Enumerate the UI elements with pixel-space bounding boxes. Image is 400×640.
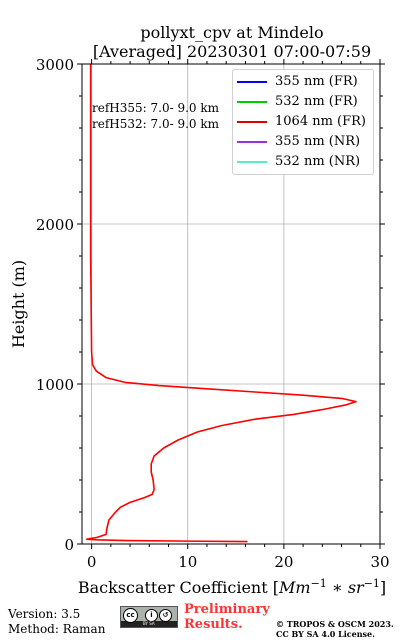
copyright-line-2: CC BY SA 4.0 License. — [276, 629, 375, 639]
plot-frame — [81, 63, 381, 545]
by-attribution-icon: i — [145, 609, 158, 622]
legend-swatch-1064-fr — [237, 121, 267, 123]
tick-labels: 0 10 20 30 0 1000 2000 3000 — [36, 56, 390, 571]
legend-entry: 355 nm (FR) — [233, 72, 373, 92]
preliminary-results-notice: Preliminary Results. — [184, 602, 270, 632]
series-layer — [86, 64, 357, 543]
legend-entry: 1064 nm (FR) — [233, 112, 373, 132]
share-alike-icon: ↺ — [159, 609, 172, 622]
legend-label: 355 nm (NR) — [275, 134, 361, 149]
legend-entry: 355 nm (NR) — [233, 132, 373, 152]
preliminary-line-2: Results. — [184, 617, 243, 632]
method-text: Method: Raman — [8, 622, 106, 636]
legend-swatch-355-fr — [237, 81, 267, 83]
copyright-notice: © TROPOS & OSCM 2023. CC BY SA 4.0 Licen… — [276, 619, 394, 639]
x-tick-label: 20 — [274, 553, 293, 571]
x-tick-label: 30 — [370, 553, 389, 571]
legend-swatch-532-fr — [237, 101, 267, 103]
legend-label: 355 nm (FR) — [275, 74, 358, 89]
legend-label: 532 nm (FR) — [275, 94, 358, 109]
copyright-line-1: © TROPOS & OSCM 2023. — [276, 619, 394, 629]
legend: 355 nm (FR) 532 nm (FR) 1064 nm (FR) 355… — [232, 69, 374, 175]
y-tick-label: 3000 — [36, 56, 74, 74]
y-tick-label: 0 — [64, 536, 74, 554]
y-tick-label: 2000 — [36, 216, 74, 234]
legend-entry: 532 nm (FR) — [233, 92, 373, 112]
chart-title: pollyxt_cpv at Mindelo — [140, 23, 324, 42]
reference-height-532: refH532: 7.0- 9.0 km — [92, 117, 220, 131]
preliminary-line-1: Preliminary — [184, 602, 270, 617]
y-tick-label: 1000 — [36, 376, 74, 394]
version-text: Version: 3.5 — [8, 607, 81, 621]
cc-license-badge: cc i ↺ BY SA — [120, 606, 178, 628]
x-axis-label: Backscatter Coefficient [Mm−1 ∗ sr−1] — [78, 577, 386, 597]
legend-swatch-355-nr — [237, 141, 267, 143]
y-axis-label: Height (m) — [9, 260, 28, 348]
reference-height-355: refH355: 7.0- 9.0 km — [92, 101, 220, 115]
x-tick-label: 10 — [178, 553, 197, 571]
legend-entry: 532 nm (NR) — [233, 152, 373, 172]
chart-subtitle: [Averaged] 20230301 07:00-07:59 — [92, 42, 372, 61]
cc-license-icon: cc — [123, 608, 138, 623]
legend-label: 532 nm (NR) — [275, 154, 361, 169]
legend-swatch-532-nr — [237, 161, 267, 163]
cc-badge-text: BY SA — [143, 621, 155, 626]
legend-label: 1064 nm (FR) — [275, 114, 366, 129]
x-tick-label: 0 — [87, 553, 97, 571]
series-line — [86, 64, 357, 543]
axes — [77, 59, 385, 549]
